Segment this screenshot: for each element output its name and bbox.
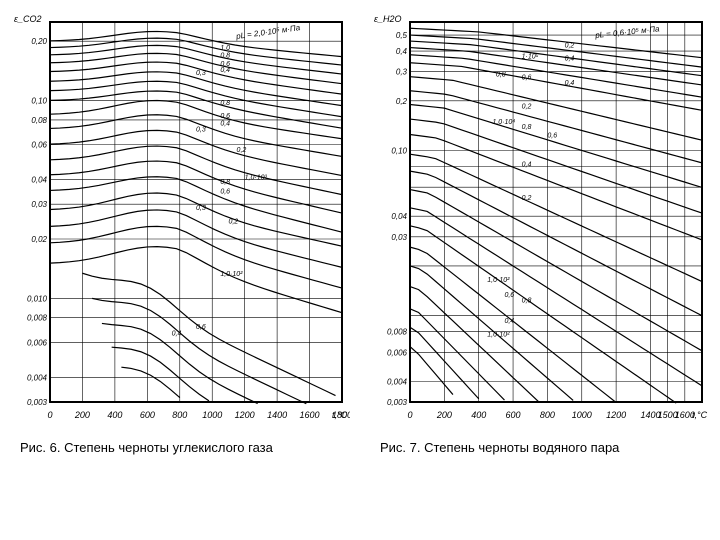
chart7-svg: 020040060080010001200140015001600t,°C0,5… [370, 10, 710, 430]
chart7-block: 020040060080010001200140015001600t,°C0,5… [370, 10, 710, 455]
svg-text:1,0·10²: 1,0·10² [487, 331, 510, 338]
svg-text:1000: 1000 [572, 410, 592, 420]
svg-text:0,8: 0,8 [220, 53, 230, 60]
chart6-svg: 020040060080010001200140016001800t,°C0,2… [10, 10, 350, 430]
svg-text:0,006: 0,006 [387, 348, 408, 357]
svg-text:1,0·10⁴: 1,0·10⁴ [492, 119, 515, 126]
svg-text:0,2: 0,2 [228, 218, 238, 225]
chart7-caption: Рис. 7. Степень черноты водяного пара [370, 440, 619, 455]
svg-text:1,0·10³: 1,0·10³ [245, 174, 268, 181]
svg-text:0,4: 0,4 [504, 318, 514, 325]
svg-text:0,010: 0,010 [27, 295, 48, 304]
svg-text:0,5: 0,5 [396, 31, 408, 40]
svg-text:200: 200 [74, 410, 90, 420]
svg-text:0,6: 0,6 [196, 324, 206, 331]
svg-text:0,008: 0,008 [27, 314, 48, 323]
svg-text:0,6: 0,6 [220, 113, 230, 120]
svg-text:1000: 1000 [202, 410, 222, 420]
svg-text:0: 0 [407, 410, 412, 420]
svg-text:600: 600 [506, 410, 521, 420]
svg-text:0,2: 0,2 [396, 97, 408, 106]
svg-text:0,4: 0,4 [565, 56, 575, 63]
svg-text:1200: 1200 [606, 410, 626, 420]
svg-text:0,3: 0,3 [196, 70, 206, 77]
svg-text:1200: 1200 [235, 410, 255, 420]
svg-text:0,004: 0,004 [387, 377, 408, 386]
svg-text:0,6: 0,6 [547, 132, 557, 139]
svg-text:0,04: 0,04 [31, 175, 47, 184]
svg-text:0,3: 0,3 [196, 126, 206, 133]
svg-text:0,4: 0,4 [565, 80, 575, 87]
svg-text:0,006: 0,006 [27, 338, 48, 347]
svg-text:0,8: 0,8 [496, 72, 506, 79]
svg-text:0,02: 0,02 [31, 235, 47, 244]
svg-text:1400: 1400 [267, 410, 287, 420]
svg-text:ε_CO2: ε_CO2 [14, 14, 41, 24]
svg-text:1600: 1600 [300, 410, 320, 420]
svg-text:1,0: 1,0 [220, 45, 230, 52]
svg-text:0,6: 0,6 [504, 292, 514, 299]
svg-text:0,8: 0,8 [220, 100, 230, 107]
svg-text:0,3: 0,3 [196, 205, 206, 212]
svg-text:0,4: 0,4 [220, 120, 230, 127]
svg-text:400: 400 [107, 410, 122, 420]
svg-text:0,004: 0,004 [27, 373, 48, 382]
svg-text:800: 800 [540, 410, 555, 420]
svg-text:600: 600 [140, 410, 155, 420]
svg-text:0,8: 0,8 [220, 179, 230, 186]
svg-text:0,6: 0,6 [522, 74, 532, 81]
svg-text:0,10: 0,10 [31, 97, 47, 106]
svg-text:0,4: 0,4 [522, 162, 532, 169]
svg-text:0,08: 0,08 [31, 116, 47, 125]
svg-text:0,2: 0,2 [565, 43, 575, 50]
svg-text:0,10: 0,10 [391, 147, 407, 156]
svg-text:0,8: 0,8 [522, 298, 532, 305]
svg-text:0,04: 0,04 [391, 212, 407, 221]
svg-text:0,003: 0,003 [387, 398, 408, 407]
svg-text:800: 800 [172, 410, 187, 420]
svg-text:400: 400 [471, 410, 486, 420]
svg-text:0,2: 0,2 [522, 195, 532, 202]
chart6-block: 020040060080010001200140016001800t,°C0,2… [10, 10, 350, 455]
svg-text:0,4: 0,4 [172, 331, 182, 338]
svg-text:0,4: 0,4 [220, 67, 230, 74]
svg-text:1,0·10²: 1,0·10² [220, 271, 243, 278]
svg-text:1,0·10²: 1,0·10² [487, 277, 510, 284]
svg-text:t,°C: t,°C [332, 410, 348, 420]
svg-text:0,20: 0,20 [31, 37, 47, 46]
chart6-caption: Рис. 6. Степень черноты углекислого газа [10, 440, 273, 455]
svg-text:0,008: 0,008 [387, 328, 408, 337]
svg-text:0,6: 0,6 [220, 188, 230, 195]
svg-text:0,2: 0,2 [522, 103, 532, 110]
svg-text:0,8: 0,8 [522, 124, 532, 131]
svg-text:200: 200 [436, 410, 452, 420]
svg-text:0,003: 0,003 [27, 398, 48, 407]
svg-text:1·10⁵: 1·10⁵ [522, 54, 539, 61]
svg-text:0,4: 0,4 [396, 47, 408, 56]
svg-text:t,°C: t,°C [692, 410, 708, 420]
svg-text:0,03: 0,03 [31, 200, 47, 209]
svg-text:0,06: 0,06 [31, 141, 47, 150]
svg-text:0: 0 [47, 410, 52, 420]
svg-text:0,03: 0,03 [391, 233, 407, 242]
svg-text:ε_H2O: ε_H2O [374, 14, 401, 24]
svg-text:0,3: 0,3 [396, 68, 408, 77]
svg-text:0,2: 0,2 [237, 147, 247, 154]
